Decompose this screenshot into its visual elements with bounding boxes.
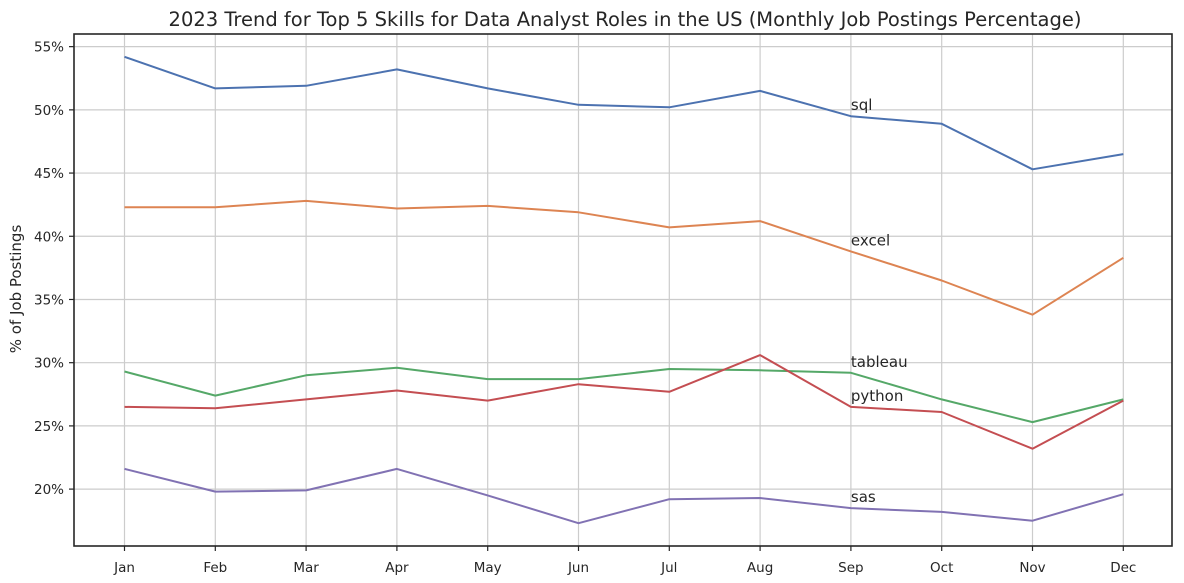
y-tick-label: 25% (34, 419, 64, 435)
series-line-tableau (124, 366, 1124, 424)
x-tick-label: May (474, 560, 502, 576)
x-tick-label: Feb (203, 560, 227, 576)
chart-title: 2023 Trend for Top 5 Skills for Data Ana… (169, 8, 1082, 31)
x-tick-label: Jun (567, 560, 589, 576)
series-label-excel: excel (851, 231, 890, 249)
series-label-sas: sas (851, 488, 876, 506)
x-tick-label: Oct (930, 560, 953, 576)
y-tick-label: 50% (34, 103, 64, 119)
y-tick-label: 20% (34, 482, 64, 498)
series-line-sql (124, 55, 1124, 171)
y-tick-label: 45% (34, 166, 64, 182)
series-label-sql: sql (851, 96, 873, 114)
axis-ticks: Jan Feb Mar Apr May Jun Jul Aug Sep Oct Nov Dec 20% 2… (34, 40, 1136, 576)
series-label-python: python (851, 387, 903, 405)
x-tick-label: Mar (293, 560, 319, 576)
x-tick-label: Nov (1019, 560, 1045, 576)
series-line-excel (124, 199, 1124, 316)
x-tick-label: Aug (747, 560, 773, 576)
series-line-sas (124, 467, 1124, 525)
y-tick-label: 40% (34, 229, 64, 245)
series-label-tableau: tableau (851, 353, 908, 371)
y-tick-label: 55% (34, 40, 64, 56)
x-tick-label: Jul (660, 560, 677, 576)
x-tick-label: Apr (385, 560, 409, 576)
gridlines (74, 34, 1172, 546)
x-tick-label: Dec (1110, 560, 1136, 576)
series-labels: sql excel tableau python sas (851, 96, 908, 506)
series-lines (124, 55, 1124, 525)
plot-frame (73, 33, 1173, 547)
y-tick-label: 30% (34, 356, 64, 372)
y-axis-label: % of Job Postings (7, 225, 25, 354)
x-tick-label: Jan (113, 560, 135, 576)
y-tick-label: 35% (34, 292, 64, 308)
series-line-python (124, 354, 1124, 450)
x-tick-label: Sep (838, 560, 863, 576)
